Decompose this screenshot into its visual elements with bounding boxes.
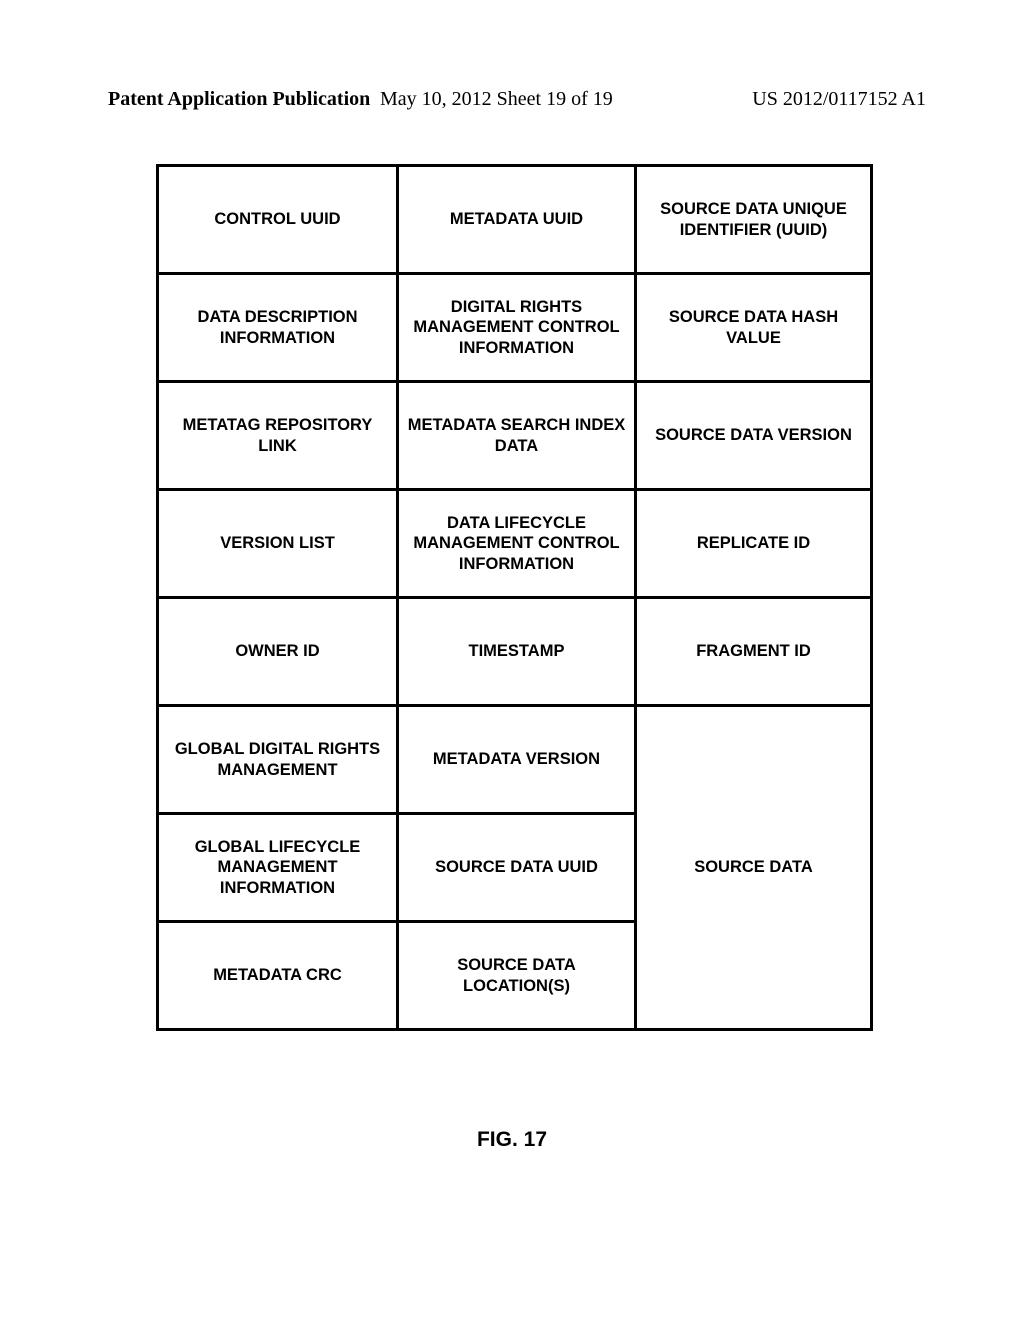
cell-metadata-search-index: METADATA SEARCH INDEX DATA bbox=[398, 382, 636, 490]
cell-metadata-crc: METADATA CRC bbox=[158, 922, 398, 1030]
table-row: METATAG REPOSITORY LINK METADATA SEARCH … bbox=[158, 382, 872, 490]
figure-17: CONTROL UUID METADATA UUID SOURCE DATA U… bbox=[156, 164, 870, 1031]
header-right: US 2012/0117152 A1 bbox=[752, 88, 926, 111]
cell-source-data-version: SOURCE DATA VERSION bbox=[636, 382, 872, 490]
cell-metatag-repo-link: METATAG REPOSITORY LINK bbox=[158, 382, 398, 490]
data-structure-table: CONTROL UUID METADATA UUID SOURCE DATA U… bbox=[156, 164, 873, 1031]
cell-global-lifecycle: GLOBAL LIFECYCLE MANAGEMENT INFORMATION bbox=[158, 814, 398, 922]
cell-timestamp: TIMESTAMP bbox=[398, 598, 636, 706]
figure-caption: FIG. 17 bbox=[0, 1128, 1024, 1152]
cell-version-list: VERSION LIST bbox=[158, 490, 398, 598]
cell-source-data-uuid-label: SOURCE DATA UNIQUE IDENTIFIER (UUID) bbox=[636, 166, 872, 274]
cell-fragment-id: FRAGMENT ID bbox=[636, 598, 872, 706]
header-left: Patent Application Publication bbox=[108, 88, 370, 111]
cell-drm-control: DIGITAL RIGHTS MANAGEMENT CONTROL INFORM… bbox=[398, 274, 636, 382]
cell-control-uuid: CONTROL UUID bbox=[158, 166, 398, 274]
table-row: DATA DESCRIPTION INFORMATION DIGITAL RIG… bbox=[158, 274, 872, 382]
cell-source-hash: SOURCE DATA HASH VALUE bbox=[636, 274, 872, 382]
cell-source-data: SOURCE DATA bbox=[636, 706, 872, 1030]
cell-metadata-version: METADATA VERSION bbox=[398, 706, 636, 814]
cell-lifecycle-control: DATA LIFECYCLE MANAGEMENT CONTROL INFORM… bbox=[398, 490, 636, 598]
cell-global-drm: GLOBAL DIGITAL RIGHTS MANAGEMENT bbox=[158, 706, 398, 814]
cell-metadata-uuid: METADATA UUID bbox=[398, 166, 636, 274]
cell-data-description: DATA DESCRIPTION INFORMATION bbox=[158, 274, 398, 382]
page: Patent Application Publication May 10, 2… bbox=[0, 0, 1024, 1320]
cell-owner-id: OWNER ID bbox=[158, 598, 398, 706]
cell-replicate-id: REPLICATE ID bbox=[636, 490, 872, 598]
table-row: CONTROL UUID METADATA UUID SOURCE DATA U… bbox=[158, 166, 872, 274]
header-mid: May 10, 2012 Sheet 19 of 19 bbox=[380, 88, 613, 111]
cell-source-data-locations: SOURCE DATA LOCATION(S) bbox=[398, 922, 636, 1030]
cell-source-data-uuid: SOURCE DATA UUID bbox=[398, 814, 636, 922]
page-header: Patent Application Publication May 10, 2… bbox=[0, 88, 1024, 111]
table-row: OWNER ID TIMESTAMP FRAGMENT ID bbox=[158, 598, 872, 706]
table-row: VERSION LIST DATA LIFECYCLE MANAGEMENT C… bbox=[158, 490, 872, 598]
table-row: GLOBAL DIGITAL RIGHTS MANAGEMENT METADAT… bbox=[158, 706, 872, 814]
